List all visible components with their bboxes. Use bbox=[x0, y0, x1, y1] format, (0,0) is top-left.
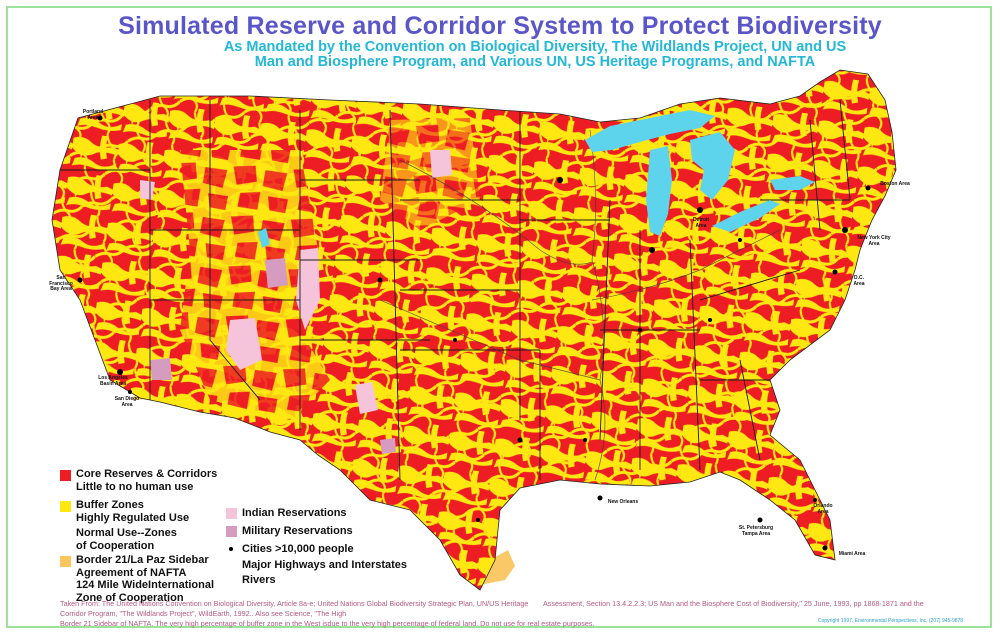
indian-reservation-region bbox=[226, 318, 262, 370]
copyright-notice: Copyright 1997, Environmental Perspectiv… bbox=[818, 618, 964, 624]
legend-item-normal: Normal Use--Zones of Cooperation bbox=[76, 527, 177, 552]
source-citation-left: Taken From: The United Nations Conventio… bbox=[60, 599, 529, 618]
indian-reservation-region bbox=[355, 382, 378, 414]
city-dot bbox=[638, 328, 642, 332]
lake-superior bbox=[585, 110, 715, 152]
subtitle-line: As Mandated by the Convention on Biologi… bbox=[223, 39, 847, 55]
city-dot bbox=[517, 437, 523, 443]
legend-item-core: Core Reserves & Corridors Little to no h… bbox=[76, 468, 217, 493]
state-lines bbox=[60, 99, 851, 481]
indian-reservation-region bbox=[430, 150, 452, 178]
legend-item-cities: Cities >10,000 people bbox=[242, 543, 354, 555]
city-label: Portland Area bbox=[82, 109, 104, 121]
legend-text: 124 Mile WideInternational bbox=[76, 579, 215, 591]
city-label: Orlando Area bbox=[813, 503, 833, 515]
city-label: San Diego Area bbox=[114, 396, 140, 408]
city-dot bbox=[649, 247, 655, 253]
legend-text: Highly Regulated Use bbox=[76, 511, 190, 524]
map-subtitle: As Mandated by the Convention on Biologi… bbox=[190, 40, 880, 69]
city-label: Los Angeles Basin Area bbox=[98, 375, 128, 387]
military-reservation-region bbox=[265, 258, 288, 288]
legend-swatch-military bbox=[226, 526, 237, 537]
city-dot bbox=[842, 227, 848, 233]
legend-item-buffer: Buffer Zones Highly Regulated Use bbox=[76, 499, 189, 524]
indian-reservation-region bbox=[296, 248, 320, 330]
legend-swatch-core bbox=[60, 470, 71, 481]
city-label: D.C. Area bbox=[853, 275, 865, 287]
city-label: Detroit Area bbox=[692, 217, 710, 229]
military-reservation-region bbox=[380, 438, 396, 454]
lake-huron bbox=[690, 132, 735, 200]
city-dot bbox=[757, 517, 763, 523]
city-dot bbox=[453, 338, 457, 342]
city-dot bbox=[813, 498, 817, 502]
city-dot bbox=[822, 545, 828, 551]
city-dot bbox=[597, 495, 603, 501]
western-buffer-area bbox=[180, 150, 330, 420]
military-reservation-region bbox=[150, 358, 172, 380]
city-markers bbox=[77, 115, 871, 551]
legend-item-highways: Major Highways and Interstates bbox=[242, 559, 408, 571]
city-dot bbox=[697, 207, 703, 213]
legend-text: Agreement of NAFTA bbox=[76, 566, 187, 579]
subtitle-line: Man and Biosphere Program, and Various U… bbox=[254, 53, 816, 70]
lake-erie bbox=[712, 200, 780, 232]
city-dot bbox=[708, 318, 712, 322]
legend-text: Border 21/La Paz Sidebar bbox=[76, 554, 209, 566]
city-dot bbox=[128, 390, 132, 394]
city-label: Miami Area bbox=[838, 551, 866, 557]
rivers bbox=[379, 129, 781, 481]
legend-swatch-indian bbox=[226, 508, 237, 519]
city-label: St. Petersburg Tampa Area bbox=[738, 525, 774, 537]
city-label: New Orleans bbox=[607, 499, 639, 505]
city-dot bbox=[557, 177, 563, 183]
legend-swatch-normal bbox=[60, 528, 71, 539]
great-lakes bbox=[258, 110, 815, 248]
city-label: New York City Area bbox=[857, 235, 891, 247]
city-dot bbox=[738, 238, 742, 242]
city-dot bbox=[377, 277, 383, 283]
city-dot bbox=[77, 277, 83, 283]
indian-reservation-region bbox=[140, 180, 155, 200]
legend-item-border-zone: Border 21/La Paz Sidebar Agreement of NA… bbox=[76, 554, 214, 604]
source-citation-bottom: Border 21 Sidebar of NAFTA. The very hig… bbox=[60, 619, 595, 628]
city-dot bbox=[832, 269, 838, 275]
legend-swatch-border-zone bbox=[60, 556, 71, 567]
city-label: Boston Area bbox=[880, 181, 910, 187]
map-title: Simulated Reserve and Corridor System to… bbox=[118, 12, 882, 40]
city-dot bbox=[583, 438, 587, 442]
legend-text: of Cooperation bbox=[76, 539, 155, 552]
legend-text: Buffer Zones bbox=[76, 499, 144, 511]
legend-item-military: Military Reservations bbox=[242, 525, 353, 537]
great-salt-lake bbox=[258, 228, 270, 248]
legend-text: Zone of Cooperation bbox=[76, 591, 184, 604]
legend-text: Core Reserves & Corridors bbox=[76, 468, 218, 480]
lake-ontario bbox=[770, 176, 815, 190]
legend-text: Little to no human use bbox=[76, 480, 194, 493]
city-dot bbox=[97, 115, 103, 121]
legend-item-rivers: Rivers bbox=[242, 574, 276, 586]
legend-item-indian: Indian Reservations bbox=[242, 507, 347, 519]
city-dot bbox=[476, 518, 480, 522]
city-dot bbox=[865, 185, 871, 191]
city-label: San Francisco Bay Area bbox=[49, 275, 73, 292]
legend-swatch-city-dot bbox=[229, 547, 233, 551]
legend-text: Normal Use--Zones bbox=[76, 527, 177, 539]
lake-michigan bbox=[646, 146, 672, 236]
source-citation-right: Assessment, Section 13.4.2.2.3; US Man a… bbox=[543, 599, 924, 608]
city-dot bbox=[117, 369, 123, 375]
legend-swatch-buffer bbox=[60, 501, 71, 512]
map-frame bbox=[6, 6, 992, 628]
